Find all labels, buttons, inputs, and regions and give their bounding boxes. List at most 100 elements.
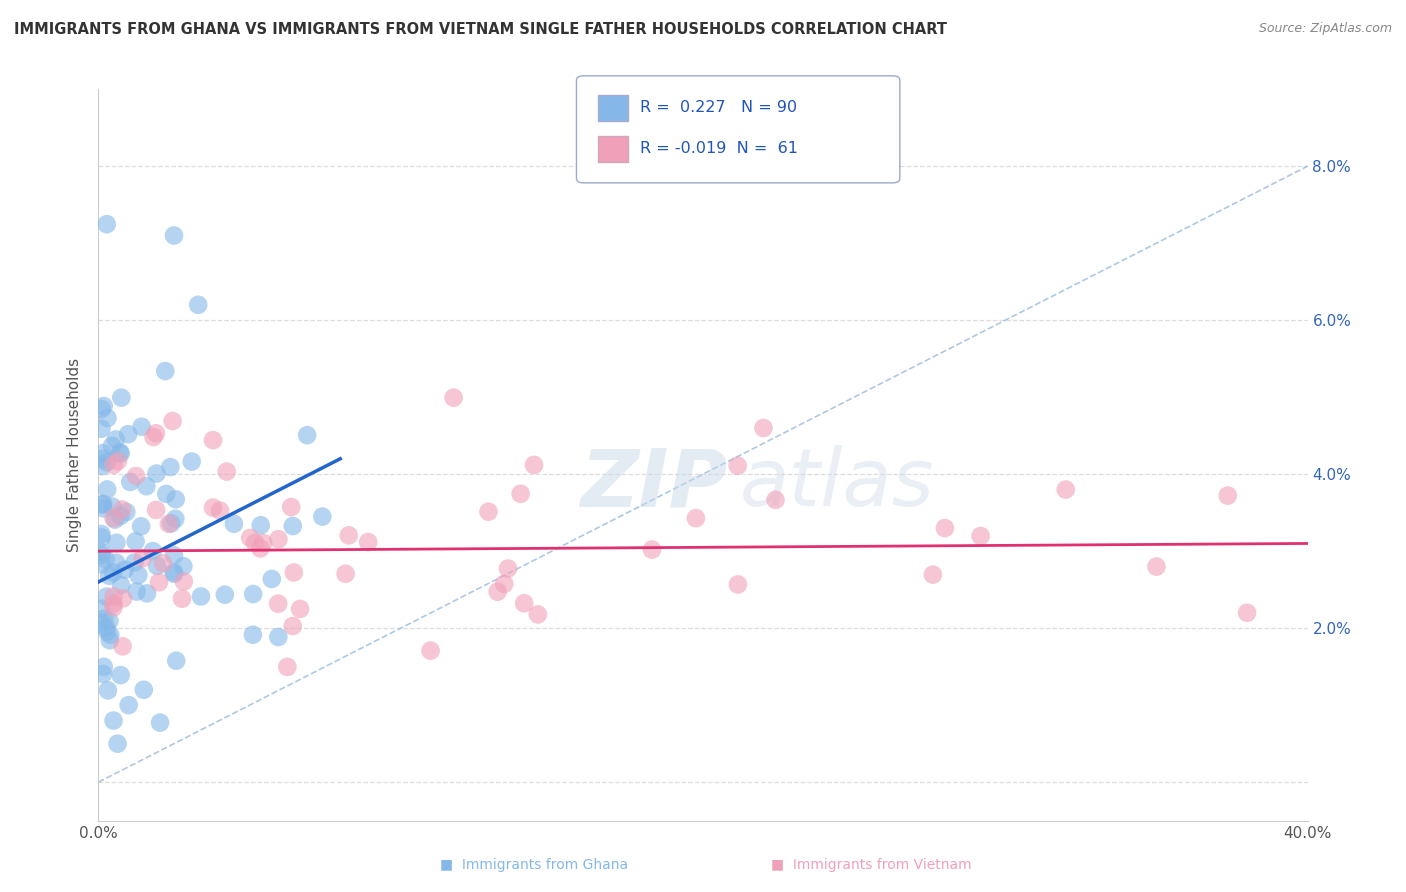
Point [136, 586, 159, 600]
Point [249, 518, 271, 533]
Point [97, 683, 120, 698]
Point [96, 590, 118, 604]
Point [934, 521, 956, 535]
Point [110, 391, 132, 405]
Point [125, 469, 148, 483]
Point [110, 668, 132, 682]
Point [242, 628, 264, 642]
Point [187, 298, 209, 312]
Text: ■  Immigrants from Ghana: ■ Immigrants from Ghana [440, 858, 628, 872]
Point [90, 527, 112, 541]
Text: R =  0.227   N = 90: R = 0.227 N = 90 [640, 101, 797, 115]
Point [98, 628, 121, 642]
Point [93, 399, 115, 413]
Point [214, 588, 236, 602]
Point [129, 519, 152, 533]
Point [96, 483, 118, 497]
Point [96, 455, 118, 469]
Text: atlas: atlas [740, 445, 934, 524]
Point [142, 544, 165, 558]
Point [337, 528, 360, 542]
Point [162, 414, 184, 428]
Point [93, 612, 115, 626]
Point [127, 568, 149, 582]
Point [145, 426, 167, 441]
Point [120, 475, 142, 489]
Point [288, 602, 311, 616]
Point [104, 433, 127, 447]
Point [155, 364, 177, 378]
Point [155, 487, 177, 501]
Point [90, 548, 112, 562]
Point [114, 563, 136, 577]
Point [242, 587, 264, 601]
Point [486, 584, 509, 599]
Point [281, 519, 304, 533]
Point [1054, 483, 1077, 497]
Point [157, 516, 180, 531]
Point [135, 479, 157, 493]
Point [90, 545, 112, 559]
Point [163, 228, 186, 243]
Point [91, 666, 114, 681]
Point [357, 535, 380, 549]
Point [111, 502, 134, 516]
Point [165, 512, 187, 526]
Point [280, 500, 302, 514]
Point [641, 542, 664, 557]
Point [96, 411, 118, 425]
Point [160, 516, 183, 531]
Point [267, 630, 290, 644]
Point [201, 500, 224, 515]
Point [91, 458, 114, 473]
Point [209, 503, 232, 517]
Point [96, 624, 118, 639]
Point [90, 601, 112, 615]
Point [752, 421, 775, 435]
Text: ZIP: ZIP [579, 445, 727, 524]
Point [90, 531, 112, 545]
Point [105, 535, 128, 549]
Point [727, 577, 749, 591]
Point [477, 505, 499, 519]
Point [527, 607, 550, 622]
Point [239, 531, 262, 545]
Point [276, 660, 298, 674]
Point [110, 508, 132, 523]
Point [103, 597, 125, 611]
Point [969, 529, 991, 543]
Text: ■  Immigrants from Vietnam: ■ Immigrants from Vietnam [772, 858, 972, 872]
Point [252, 536, 274, 550]
Point [118, 698, 141, 713]
Point [101, 500, 124, 514]
Point [295, 428, 318, 442]
Point [91, 498, 114, 512]
Point [222, 516, 245, 531]
Point [111, 640, 134, 654]
Point [98, 568, 121, 582]
Point [91, 501, 114, 516]
Point [170, 591, 193, 606]
Text: Source: ZipAtlas.com: Source: ZipAtlas.com [1258, 22, 1392, 36]
Point [685, 511, 707, 525]
Point [105, 556, 128, 570]
Text: IMMIGRANTS FROM GHANA VS IMMIGRANTS FROM VIETNAM SINGLE FATHER HOUSEHOLDS CORREL: IMMIGRANTS FROM GHANA VS IMMIGRANTS FROM… [14, 22, 948, 37]
Point [1216, 489, 1239, 503]
Text: R = -0.019  N =  61: R = -0.019 N = 61 [640, 142, 797, 156]
Point [494, 577, 516, 591]
Point [117, 427, 139, 442]
Point [90, 422, 112, 436]
Point [91, 451, 114, 466]
Point [132, 682, 155, 697]
Point [110, 578, 132, 592]
Point [93, 660, 115, 674]
Point [145, 503, 167, 517]
Point [112, 591, 135, 606]
Point [311, 509, 333, 524]
Point [152, 556, 174, 570]
Point [165, 654, 187, 668]
Point [163, 566, 186, 580]
Point [163, 549, 186, 563]
Point [509, 487, 531, 501]
Point [419, 643, 441, 657]
